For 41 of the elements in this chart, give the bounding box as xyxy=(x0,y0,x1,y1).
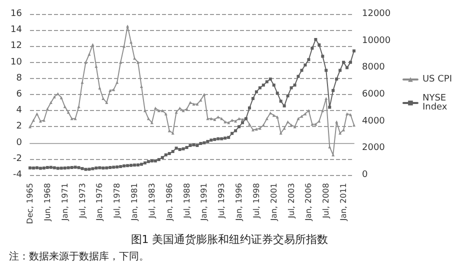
y2-tick-label: 8000 xyxy=(362,62,386,73)
legend-label: US CPI xyxy=(422,74,452,84)
y-tick-label: 10 xyxy=(10,57,22,68)
y-tick-label: 16 xyxy=(10,9,22,19)
y-tick-label: 8 xyxy=(16,73,22,84)
x-tick-label: Jan, 1981 xyxy=(130,183,140,222)
y2-tick-label: 2000 xyxy=(362,143,386,154)
x-tick-label: Jan, 2006 xyxy=(304,183,314,222)
x-tick-label: Jul, 1993 xyxy=(217,183,226,220)
y-tick-label: 0 xyxy=(16,138,22,148)
x-tick-label: Jul, 1988 xyxy=(182,183,192,220)
x-tick-label: Jan, 1991 xyxy=(200,183,209,222)
x-tick-label: Jul, 1978 xyxy=(112,183,122,220)
y2-tick-label: 6000 xyxy=(362,90,386,100)
x-tick-label: Dec, 1965 xyxy=(26,183,34,224)
x-tick-label: Jul, 1973 xyxy=(78,183,87,220)
x-tick-label: Jul, 1998 xyxy=(252,183,261,220)
y-tick-label: -4 xyxy=(13,170,22,180)
x-tick-label: Jan, 2011 xyxy=(339,183,348,222)
y-tick-label: 6 xyxy=(16,90,22,100)
x-tick-label: Jul, 2003 xyxy=(286,183,296,220)
x-tick-label: Jan, 2001 xyxy=(269,183,278,222)
x-tick-label: Jul, 1983 xyxy=(147,183,156,220)
text: 注：数据来源于数据库，下同。 xyxy=(9,250,149,262)
x-tick-label: Jun, 1968 xyxy=(42,183,52,222)
y-tick-label: 2 xyxy=(16,122,22,132)
y2-tick-label: 4000 xyxy=(362,116,386,126)
x-tick-label: Jan, 1996 xyxy=(234,183,244,222)
x-tick-label: Jul, 2008 xyxy=(322,183,331,220)
y2-tick-label: 12000 xyxy=(362,9,391,19)
y2-tick-label: 10000 xyxy=(362,36,391,46)
text: 图1 美国通货膨胀和纽约证券交易所指数 xyxy=(130,233,328,246)
x-tick-label: Jan, 1971 xyxy=(60,183,70,222)
x-tick-label: Jan, 1986 xyxy=(164,183,174,222)
y-tick-label: 14 xyxy=(10,25,22,36)
legend-label: NYSE Index xyxy=(422,94,449,112)
y-tick-label: -2 xyxy=(13,154,22,164)
y2-tick-label: 0 xyxy=(362,170,368,180)
y-tick-label: 12 xyxy=(10,41,22,52)
y-tick-label: 4 xyxy=(16,106,22,116)
x-tick-label: Jan, 1976 xyxy=(95,183,104,222)
